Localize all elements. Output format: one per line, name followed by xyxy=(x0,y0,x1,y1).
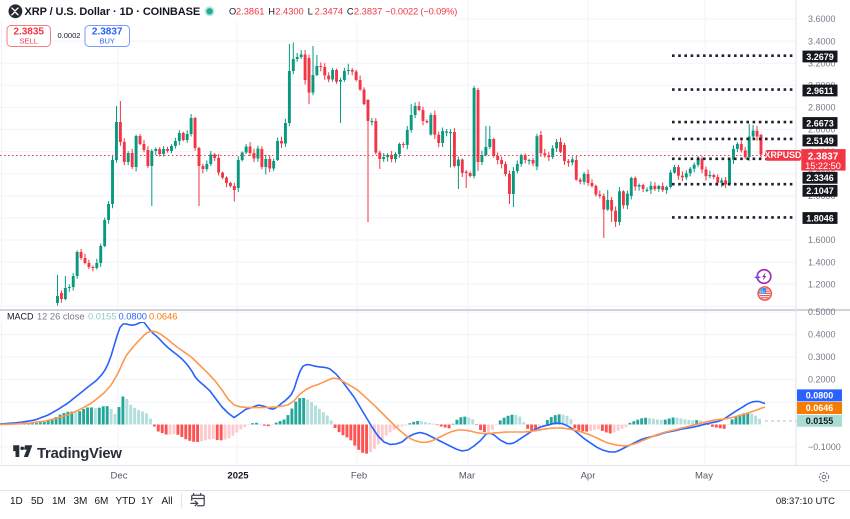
svg-text:15:22:50: 15:22:50 xyxy=(805,161,841,171)
svg-text:O: O xyxy=(229,7,236,17)
svg-text:Mar: Mar xyxy=(459,471,475,482)
svg-text:2.3837: 2.3837 xyxy=(808,152,839,163)
svg-text:2.9611: 2.9611 xyxy=(806,86,833,96)
svg-text:Dec: Dec xyxy=(111,471,128,482)
svg-text:0.0646: 0.0646 xyxy=(806,403,834,413)
svg-text:0.0800: 0.0800 xyxy=(119,312,147,322)
svg-text:L: L xyxy=(308,7,313,17)
svg-text:3.2000: 3.2000 xyxy=(808,58,836,68)
svg-text:SELL: SELL xyxy=(20,37,38,46)
svg-text:2.3837: 2.3837 xyxy=(354,7,382,17)
svg-text:YTD: YTD xyxy=(116,496,136,507)
svg-text:−0.1000: −0.1000 xyxy=(808,442,841,452)
svg-text:3.6000: 3.6000 xyxy=(808,14,836,24)
svg-text:0.0646: 0.0646 xyxy=(149,312,177,322)
svg-text:0.4000: 0.4000 xyxy=(808,330,836,340)
svg-text:1.6000: 1.6000 xyxy=(808,235,836,245)
svg-text:5D: 5D xyxy=(31,496,44,507)
svg-text:0.0155: 0.0155 xyxy=(806,416,834,426)
svg-text:Apr: Apr xyxy=(581,471,596,482)
svg-text:XRPUSD: XRPUSD xyxy=(765,150,802,160)
svg-text:All: All xyxy=(162,496,173,507)
svg-text:2.3835: 2.3835 xyxy=(13,27,44,38)
svg-text:−0.0022 (−0.09%): −0.0022 (−0.09%) xyxy=(385,7,457,17)
svg-text:Feb: Feb xyxy=(351,471,367,482)
svg-text:08:37:10 UTC: 08:37:10 UTC xyxy=(776,496,835,507)
svg-text:2.3346: 2.3346 xyxy=(806,173,834,183)
svg-text:2.6673: 2.6673 xyxy=(806,118,834,128)
svg-text:0.0002: 0.0002 xyxy=(58,31,81,40)
svg-text:2.8000: 2.8000 xyxy=(808,103,836,113)
svg-text:3.2679: 3.2679 xyxy=(806,52,834,62)
svg-text:6M: 6M xyxy=(95,496,109,507)
svg-text:2.3474: 2.3474 xyxy=(315,7,343,17)
svg-text:XRP / U.S. Dollar · 1D · COINB: XRP / U.S. Dollar · 1D · COINBASE xyxy=(25,6,201,18)
svg-text:TradingView: TradingView xyxy=(37,446,122,462)
svg-text:1Y: 1Y xyxy=(141,496,154,507)
svg-text:2.3837: 2.3837 xyxy=(92,27,123,38)
svg-text:MACD: MACD xyxy=(7,312,34,322)
svg-text:1M: 1M xyxy=(52,496,66,507)
svg-text:0.5000: 0.5000 xyxy=(808,307,836,317)
svg-text:C: C xyxy=(347,7,354,17)
svg-text:12 26 close: 12 26 close xyxy=(37,312,85,322)
svg-text:0.2000: 0.2000 xyxy=(808,375,836,385)
svg-text:0.0155: 0.0155 xyxy=(88,312,116,322)
svg-text:2.5149: 2.5149 xyxy=(806,136,834,146)
svg-text:3M: 3M xyxy=(74,496,88,507)
svg-text:2025: 2025 xyxy=(227,471,249,482)
svg-text:2.1047: 2.1047 xyxy=(806,186,834,196)
svg-text:0.0800: 0.0800 xyxy=(806,391,834,401)
svg-text:2.6000: 2.6000 xyxy=(808,125,836,135)
svg-text:2.4300: 2.4300 xyxy=(275,7,303,17)
svg-text:1.4000: 1.4000 xyxy=(808,257,836,267)
svg-text:1D: 1D xyxy=(10,496,23,507)
svg-text:H: H xyxy=(268,7,275,17)
svg-text:May: May xyxy=(695,471,713,482)
svg-text:BUY: BUY xyxy=(99,37,114,46)
svg-text:3.4000: 3.4000 xyxy=(808,36,836,46)
svg-text:1.2000: 1.2000 xyxy=(808,279,836,289)
svg-text:0.3000: 0.3000 xyxy=(808,352,836,362)
svg-text:1.8046: 1.8046 xyxy=(806,213,834,223)
svg-text:2.3861: 2.3861 xyxy=(236,7,264,17)
